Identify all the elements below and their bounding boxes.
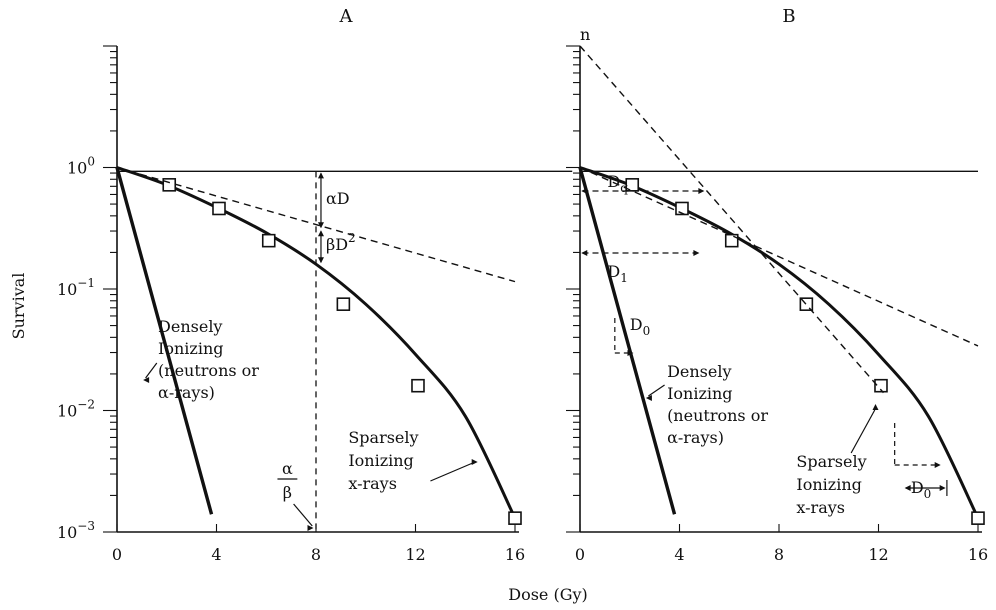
n-label: n (580, 25, 590, 44)
sparsely-ionizing-label-line: x-rays (796, 498, 845, 517)
arrow-head (872, 404, 879, 410)
sparsely-ionizing-label-line: Sparsely (796, 452, 866, 471)
sparsely-ionizing-label-line: x-rays (348, 474, 397, 493)
x-tick-label: 8 (774, 545, 784, 564)
arrow-head (693, 250, 700, 256)
arrow-head (627, 350, 634, 356)
densely-ionizing-label-line: Ionizing (667, 384, 732, 403)
arrow-head (317, 222, 324, 229)
x-tick-label: 16 (968, 545, 988, 564)
arrow-head (317, 172, 324, 179)
arrow-head (645, 395, 652, 401)
x-tick-label: 12 (405, 545, 425, 564)
dashed-extrapolation (579, 45, 885, 394)
arrow-head (581, 250, 588, 256)
x-tick-label: 12 (868, 545, 888, 564)
dashed-initial-slope (579, 166, 979, 347)
data-point-marker (508, 511, 522, 525)
x-tick-label: 0 (112, 545, 122, 564)
densely-ionizing-label-line: Ionizing (158, 339, 223, 358)
y-axis-title: Survival (9, 273, 28, 340)
series-densely-ionizing (115, 167, 214, 515)
densely-pointer (145, 362, 158, 379)
sparsely-ionizing-label-line: Sparsely (348, 428, 418, 447)
dashed-alpha-slope (116, 166, 516, 283)
x-tick-label: 16 (505, 545, 525, 564)
panel-title: A (339, 6, 354, 27)
y-tick-label: 10−1 (57, 276, 95, 299)
arrow-head (581, 188, 588, 194)
arrow-head (317, 257, 324, 264)
panel-b: 0 4 8 12 16BnDqD1D0D0DenselyIonizing(neutron… (566, 6, 988, 564)
densely-ionizing-label-line: Densely (667, 362, 731, 381)
series-sparsely-ionizing (579, 166, 980, 519)
densely-ionizing-label-line: (neutrons or (158, 361, 259, 380)
sparsely-ionizing-label-line: Ionizing (348, 451, 413, 470)
sparsely-ionizing-label: Sparsely Ionizing x-rays (348, 428, 418, 493)
y-tick-label: 10−3 (57, 519, 95, 542)
x-tick-label: 8 (311, 545, 321, 564)
arrow-head (934, 462, 941, 468)
panel-title: B (782, 6, 795, 27)
arrow-head (143, 377, 150, 383)
densely-ionizing-label: Densely Ionizing (neutrons or α-rays) (158, 317, 259, 402)
arrow-head (698, 188, 705, 194)
sparsely-ionizing-label: Sparsely Ionizing x-rays (796, 452, 866, 517)
x-tick-label: 4 (211, 545, 221, 564)
data-point-marker (411, 378, 425, 393)
densely-ionizing-label-line: Densely (158, 317, 222, 336)
densely-ionizing-label-line: (neutrons or (667, 406, 768, 425)
series-densely-ionizing (578, 167, 677, 515)
data-point-marker (724, 233, 739, 248)
sparsely-pointer (850, 409, 876, 454)
densely-ionizing-label-line: α-rays) (158, 383, 215, 402)
data-point-marker (212, 201, 226, 216)
x-tick-label: 0 (575, 545, 585, 564)
alpha-beta-pointer (293, 503, 313, 527)
series-sparsely-ionizing (116, 166, 517, 519)
sparsely-pointer (430, 462, 473, 482)
y-tick-label: 100 (67, 155, 95, 178)
sparsely-ionizing-label-line: Ionizing (796, 475, 861, 494)
panel-a: 0 4 8 12 16 100 10−1 10−2 10−3 AαD βD2 αβ Densely Ion… (57, 6, 573, 564)
data-point-marker (261, 233, 276, 248)
alpha-d-label: αD (326, 189, 350, 208)
beta-label: β (283, 483, 292, 502)
data-point-marker (625, 178, 640, 192)
beta-d2-label: βD2 (326, 231, 356, 254)
arrow-head (939, 485, 946, 491)
data-point-marker (336, 297, 351, 311)
densely-ionizing-label-line: α-rays) (667, 428, 724, 447)
d0-sparse-label: D0 (911, 478, 931, 501)
x-tick-label: 4 (674, 545, 684, 564)
densely-ionizing-label: Densely Ionizing (neutrons or α-rays) (667, 362, 768, 447)
d0-dense-label: D0 (630, 315, 650, 338)
data-point-marker (874, 378, 888, 393)
arrow-head (904, 485, 911, 491)
arrow-head (317, 230, 324, 237)
alpha-label: α (282, 459, 293, 478)
densely-pointer (648, 384, 665, 397)
arrow-head (471, 459, 478, 465)
x-axis-title: Dose (Gy) (508, 585, 588, 604)
data-point-marker (971, 511, 985, 525)
arrow-head (307, 525, 314, 531)
y-tick-label: 10−2 (57, 398, 95, 421)
